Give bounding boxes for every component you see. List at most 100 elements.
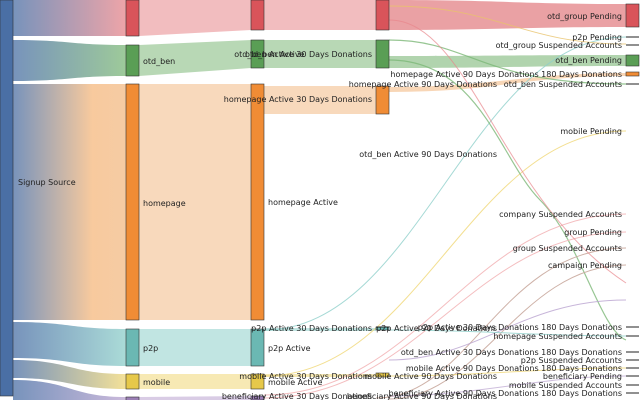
flow-mobile-a30 [264,374,376,377]
flow-mobile-active [139,374,251,389]
label-p2p-a30: p2p Active 30 Days Donations [251,324,372,333]
flow-company-susp [263,213,627,396]
node-otd-ben-pending[interactable] [625,54,640,67]
label-otd-group-susp: otd_group Suspended Accounts [496,41,622,50]
flow-signup-beneficiary [13,380,126,400]
label-p2p-a90: p2p Active 90 Days Donations [376,324,497,333]
label-mobile-a30: mobile Active 30 Days Donations [239,372,372,381]
node-otd-ben-active[interactable] [250,39,265,69]
flows-to-outcomes [263,0,627,400]
label-group-pending: group Pending [564,228,622,237]
labels: Signup Source otd_ben homepage p2p mobil… [18,12,622,400]
label-ben-a90: beneficiary Active 90 Days Donations [347,392,497,400]
node-otd-group[interactable] [125,0,140,37]
label-otd-ben-active: otd_ben Active [245,50,305,59]
label-otd-ben-a30-180: otd_ben Active 30 Days Donations 180 Day… [401,348,622,357]
label-ben-a90-180: beneficiary Active 90 Days Donations 180… [388,389,622,398]
node-otd-group-pending[interactable] [625,3,640,28]
flow-mobile-pending [263,130,627,377]
flow-signup-homepage [13,84,126,320]
label-p2p-susp: p2p Suspended Accounts [521,356,622,365]
label-homepage-susp: homepage Suspended Accounts [493,332,622,341]
label-otd-ben-susp: otd_ben Suspended Accounts [504,80,622,89]
label-p2p-active: p2p Active [268,344,311,353]
label-ben-pending: beneficiary Pending [543,372,622,381]
node-homepage[interactable] [125,83,140,321]
flow-misc-1 [388,299,627,361]
flow-otd-group-active [139,0,251,36]
flow-otd-ben-susp [388,39,627,85]
node-otd-group-a90[interactable] [375,0,390,31]
flow-p2p-active [139,329,251,366]
flow-misc-5 [388,375,627,397]
flow-p2p-a30 [264,328,376,331]
label-signup-source: Signup Source [18,178,76,187]
node-mobile-active[interactable] [250,373,265,390]
node-beneficiary-active[interactable] [250,395,265,400]
flow-signup-mobile [13,360,126,389]
flows-source-to-active [139,0,251,400]
label-mobile-a90-180: mobile Active 90 Days Donations 180 Days… [406,364,622,373]
label-p2p-a30-180: p2p Active 30 Days Donations 180 Days Do… [418,323,622,332]
flow-homepage-a90-180 [389,73,626,92]
label-otd-ben: otd_ben [143,57,175,66]
flow-campaign-pending [388,264,627,400]
flow-group-pending [263,231,627,399]
label-mobile-susp: mobile Suspended Accounts [509,381,622,390]
label-homepage-a30: homepage Active 30 Days Donations [224,95,372,104]
flow-misc-3 [388,367,627,377]
outcome-markers [376,36,639,394]
node-homepage-a90-180[interactable] [625,71,640,77]
flow-otd-ben-a30 [264,40,376,68]
node-p2p[interactable] [125,328,140,367]
flow-signup-p2p [13,322,126,366]
label-otd-ben-pending: otd_ben Pending [555,56,622,65]
flow-beneficiary-active [139,396,251,400]
label-p2p-pending: p2p Pending [572,33,622,42]
label-homepage: homepage [143,199,186,208]
label-mobile: mobile [143,378,170,387]
label-otd-group-pending: otd_group Pending [547,12,622,21]
label-mobile-pending: mobile Pending [560,127,622,136]
label-group-susp: group Suspended Accounts [513,244,622,253]
flow-otd-ben-active [139,40,251,76]
label-otd-ben-a90: otd_ben Active 90 Days Donations [359,150,497,159]
label-p2p: p2p [143,344,158,353]
flow-homepage-active [139,84,251,320]
flow-otd-group-a90 [264,0,376,30]
flow-otd-ben-pending [389,55,626,68]
node-signup-source[interactable] [0,0,14,397]
flows-active-to-days [264,0,376,377]
label-homepage-a90-180: homepage Active 90 Days Donations 180 Da… [390,70,622,79]
label-mobile-a90: mobile Active 90 Days Donations [364,372,497,381]
flow-p2p-pending [263,36,627,331]
flow-group-susp [375,247,627,399]
node-homepage-a30[interactable] [375,85,390,115]
flows-signup-to-source [13,0,126,400]
node-otd-group-active[interactable] [250,0,265,31]
label-homepage-a90: homepage Active 90 Days Donations [349,80,497,89]
label-campaign-pending: campaign Pending [548,261,622,270]
label-mobile-active: mobile Active [268,378,323,387]
node-otd-ben-a30[interactable] [375,39,390,69]
label-company-susp: company Suspended Accounts [499,210,622,219]
flow-misc-4 [388,19,627,284]
flow-misc-2 [388,329,627,337]
flow-otd-group-pending [389,0,626,30]
node-homepage-active[interactable] [250,83,265,321]
label-ben-a30: beneficiary Active 30 Days Donations [222,392,372,400]
flow-otd-ben-a90-green [388,59,627,341]
node-beneficiary[interactable] [125,396,140,400]
label-otd-ben-a30: otd_ben Active 30 Days Donations [234,50,372,59]
flow-signup-otd-group [13,0,126,36]
node-mobile[interactable] [125,373,140,390]
flow-homepage-a30 [264,86,376,114]
label-homepage-active: homepage Active [268,198,338,207]
node-p2p-active[interactable] [250,328,265,367]
flow-signup-otd-ben [13,40,126,81]
flow-otd-group-susp [388,5,627,45]
node-otd-ben[interactable] [125,44,140,77]
node-mobile-a30[interactable] [375,372,390,378]
